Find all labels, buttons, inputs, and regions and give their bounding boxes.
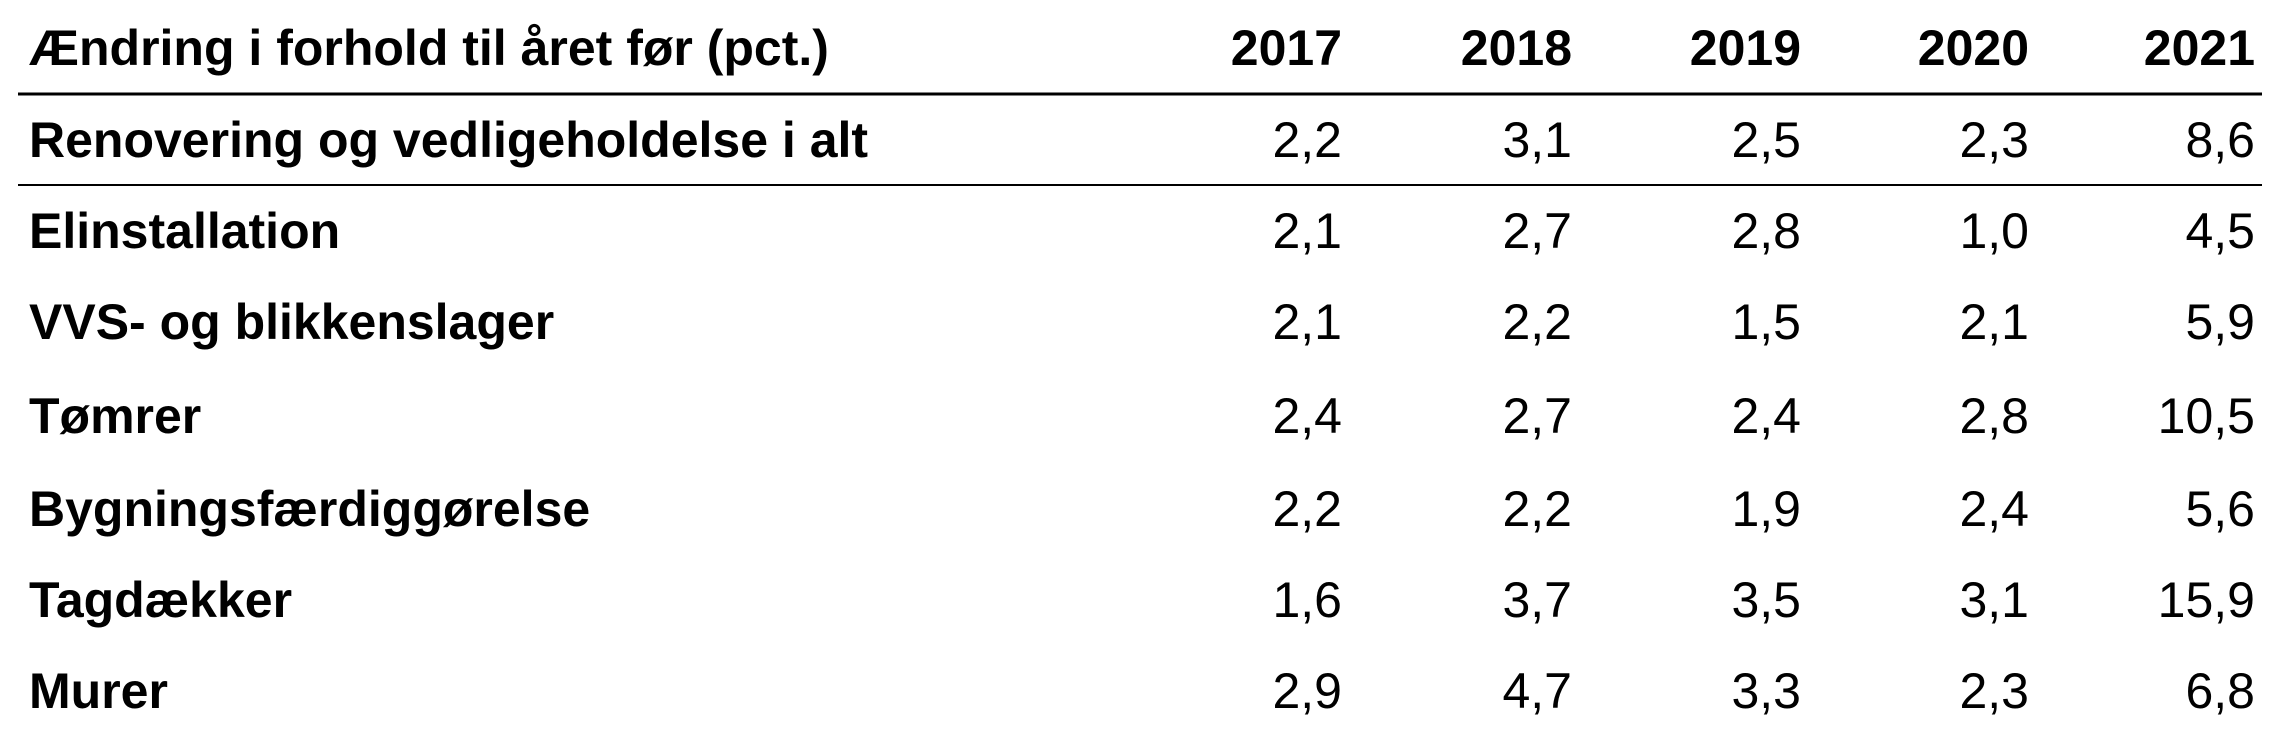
- cell: 2,9: [1272, 663, 1342, 719]
- cell: 3,7: [1502, 572, 1572, 628]
- cell: 3,5: [1731, 572, 1801, 628]
- row-label: Tømrer: [29, 388, 201, 444]
- column-header: 2020: [1918, 20, 2029, 76]
- row-label: Murer: [29, 663, 168, 719]
- cell: 4,5: [2185, 203, 2255, 259]
- cell: 2,3: [1959, 663, 2029, 719]
- row-label: VVS- og blikkenslager: [29, 294, 554, 350]
- cell: 3,1: [1959, 572, 2029, 628]
- cell: 8,6: [2185, 112, 2255, 168]
- cell: 2,2: [1502, 294, 1572, 350]
- cell: 2,8: [1731, 203, 1801, 259]
- row-label: Bygningsfærdiggørelse: [29, 481, 590, 537]
- cell: 2,1: [1272, 203, 1342, 259]
- column-header: 2017: [1231, 20, 1342, 76]
- cell: 5,9: [2185, 294, 2255, 350]
- cell: 2,1: [1272, 294, 1342, 350]
- cell: 2,2: [1272, 112, 1342, 168]
- cell: 2,8: [1959, 388, 2029, 444]
- cell: 3,3: [1731, 663, 1801, 719]
- column-header: 2021: [2144, 20, 2255, 76]
- cell: 2,5: [1731, 112, 1801, 168]
- cell: 15,9: [2158, 572, 2255, 628]
- cell: 2,1: [1959, 294, 2029, 350]
- row-label: Elinstallation: [29, 203, 340, 259]
- cell: 1,0: [1959, 203, 2029, 259]
- column-header: 2018: [1461, 20, 1572, 76]
- cell: 2,4: [1959, 481, 2029, 537]
- column-header: 2019: [1690, 20, 1801, 76]
- row-label: Renovering og vedligeholdelse i alt: [29, 112, 868, 168]
- cell: 1,9: [1731, 481, 1801, 537]
- cell: 2,3: [1959, 112, 2029, 168]
- cell: 1,6: [1272, 572, 1342, 628]
- cell: 6,8: [2185, 663, 2255, 719]
- cell: 3,1: [1502, 112, 1572, 168]
- cell: 2,4: [1731, 388, 1801, 444]
- cell: 10,5: [2158, 388, 2255, 444]
- cell: 2,2: [1502, 481, 1572, 537]
- cell: 2,4: [1272, 388, 1342, 444]
- row-label: Tagdækker: [29, 572, 292, 628]
- cell: 2,7: [1502, 388, 1572, 444]
- cell: 4,7: [1502, 663, 1572, 719]
- table-title: Ændring i forhold til året før (pct.): [29, 20, 829, 76]
- cell: 5,6: [2185, 481, 2255, 537]
- cell: 1,5: [1731, 294, 1801, 350]
- cell: 2,7: [1502, 203, 1572, 259]
- cell: 2,2: [1272, 481, 1342, 537]
